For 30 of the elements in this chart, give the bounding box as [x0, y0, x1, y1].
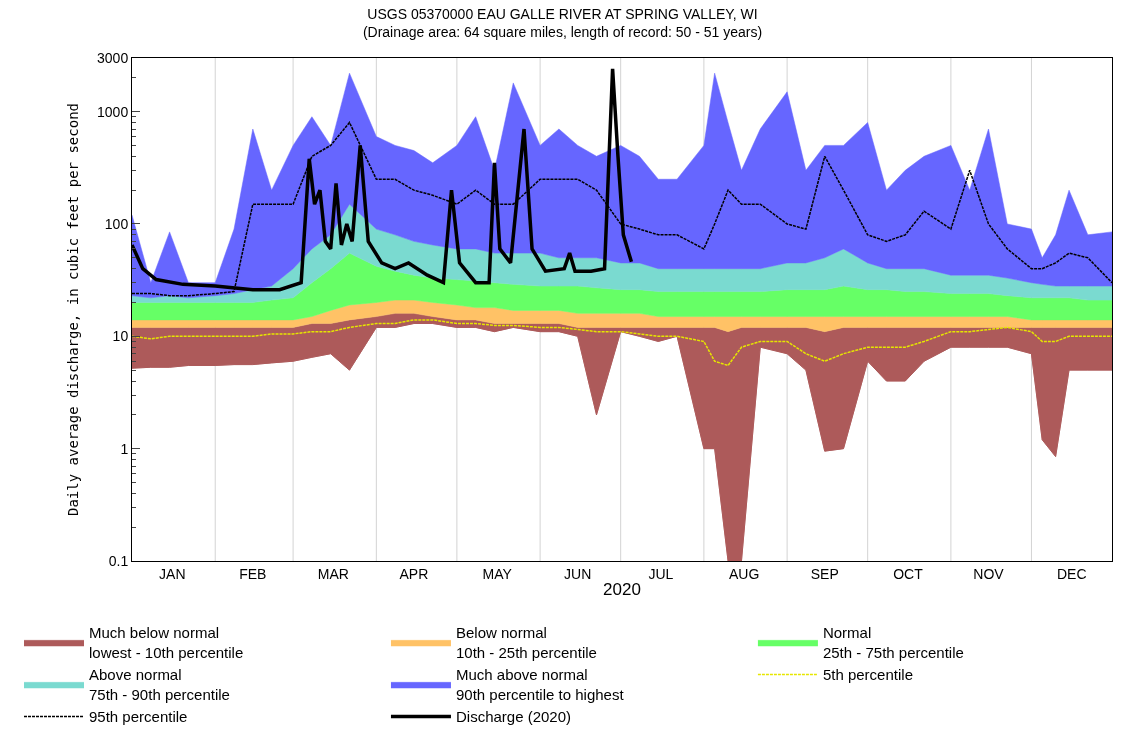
- x-tick-label: DEC: [1056, 565, 1087, 582]
- x-tick-label: JAN: [159, 565, 186, 582]
- legend-label: Above normal 75th - 90th percentile: [89, 666, 230, 703]
- y-tick-label: 0.1: [108, 552, 129, 569]
- x-tick-label: SEP: [810, 565, 839, 582]
- y-tick-label: 10: [112, 328, 129, 345]
- x-tick-label: FEB: [239, 565, 267, 582]
- x-tick-label: APR: [399, 565, 429, 582]
- y-tick-label: 1000: [97, 103, 129, 120]
- x-tick-label: MAR: [317, 565, 349, 582]
- legend-label: Much above normal 90th percentile to highest: [455, 666, 625, 703]
- chart-title: USGS 05370000 EAU GALLE RIVER AT SPRING VALLEY, WI: [367, 5, 758, 22]
- x-axis-title: 2020: [603, 580, 641, 600]
- y-tick-label: 3000: [97, 49, 129, 66]
- y-tick-label: 1: [120, 440, 129, 457]
- legend-label: 5th percentile: [822, 666, 913, 684]
- legend-label: Normal 25th - 75th percentile: [822, 624, 964, 661]
- x-tick-label: JUL: [648, 565, 674, 582]
- y-axis-title: Daily average discharge, in cubic feet per second: [64, 102, 81, 517]
- x-tick-label: AUG: [728, 565, 760, 582]
- legend-label: Much below normal lowest - 10th percentile: [89, 624, 244, 661]
- x-tick-label: MAY: [482, 565, 513, 582]
- x-tick-label: JUN: [564, 565, 592, 582]
- y-tick-label: 100: [104, 215, 129, 232]
- legend-label: Below normal 10th - 25th percentile: [455, 624, 597, 661]
- x-tick-label: NOV: [973, 565, 1005, 582]
- x-tick-label: OCT: [893, 565, 924, 582]
- legend-label: Discharge (2020): [455, 708, 572, 726]
- chart-subtitle: (Drainage area: 64 square miles, length of record: 50 - 51 years): [362, 23, 763, 40]
- legend-label: 95th percentile: [89, 708, 188, 726]
